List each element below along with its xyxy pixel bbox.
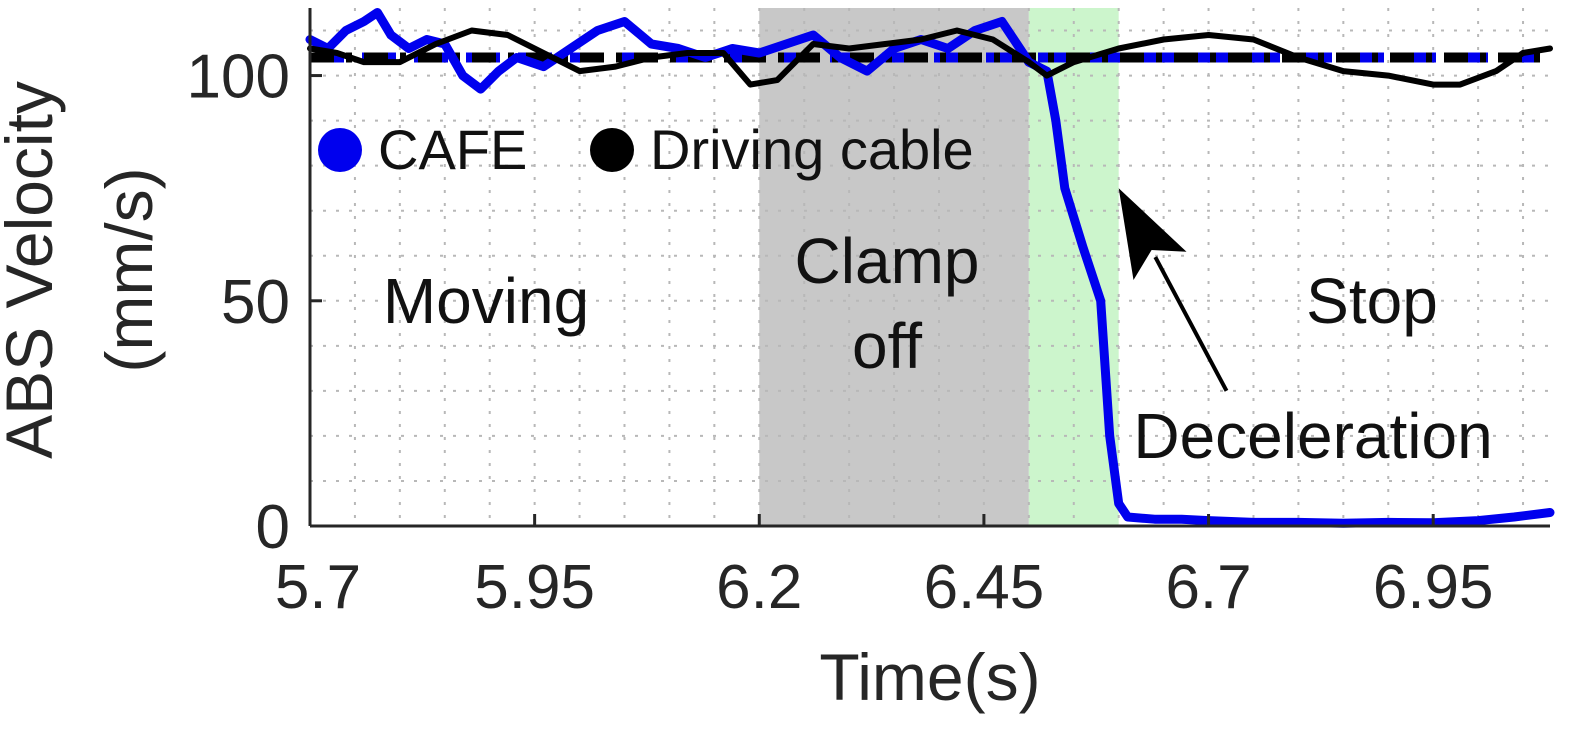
legend-label-cafe: CAFE [378, 118, 527, 181]
annotation-arrow-shaft [1153, 256, 1229, 392]
legend-marker-cafe [318, 128, 362, 172]
legend-label-driving-cable: Driving cable [650, 118, 974, 181]
y-axis-label-group: ABS Velocity (mm/s) [0, 81, 166, 459]
x-tick-label: 6.95 [1373, 553, 1494, 622]
region-label-clamp: Clamp [795, 225, 980, 297]
y-tick-label: 0 [256, 493, 290, 562]
axes [308, 8, 1550, 528]
x-tick-label: 6.45 [924, 553, 1045, 622]
x-tick-label: 6.2 [716, 553, 802, 622]
shaded-region-1 [1028, 8, 1119, 526]
x-tick-label: 5.95 [474, 553, 595, 622]
series-line-cafe [305, 8, 1555, 528]
y-axis-label-line2: (mm/s) [92, 167, 166, 372]
annotation-label: Deceleration [1133, 400, 1492, 472]
deceleration-annotation [1118, 188, 1229, 392]
region-label-moving: Moving [383, 265, 589, 337]
legend-marker-driving-cable [590, 128, 634, 172]
y-tick-label: 100 [187, 43, 290, 112]
tick-labels: 5.7 5.95 6.2 6.45 6.7 6.95 0 50 100 [187, 43, 1494, 622]
grid [310, 8, 1550, 526]
series-line-driving-cable [307, 27, 1553, 88]
region-label-stop: Stop [1306, 265, 1438, 337]
legend: CAFE Driving cable [318, 118, 974, 181]
region-label-off: off [852, 310, 922, 382]
x-tick-label: 6.7 [1165, 553, 1251, 622]
x-axis-label: Time(s) [819, 640, 1040, 714]
y-tick-label: 50 [221, 268, 290, 337]
x-tick-label: 5.7 [275, 553, 361, 622]
annotation-arrow-head [1118, 188, 1187, 280]
y-axis-label-line1: ABS Velocity [0, 81, 66, 459]
data-series [305, 8, 1555, 528]
